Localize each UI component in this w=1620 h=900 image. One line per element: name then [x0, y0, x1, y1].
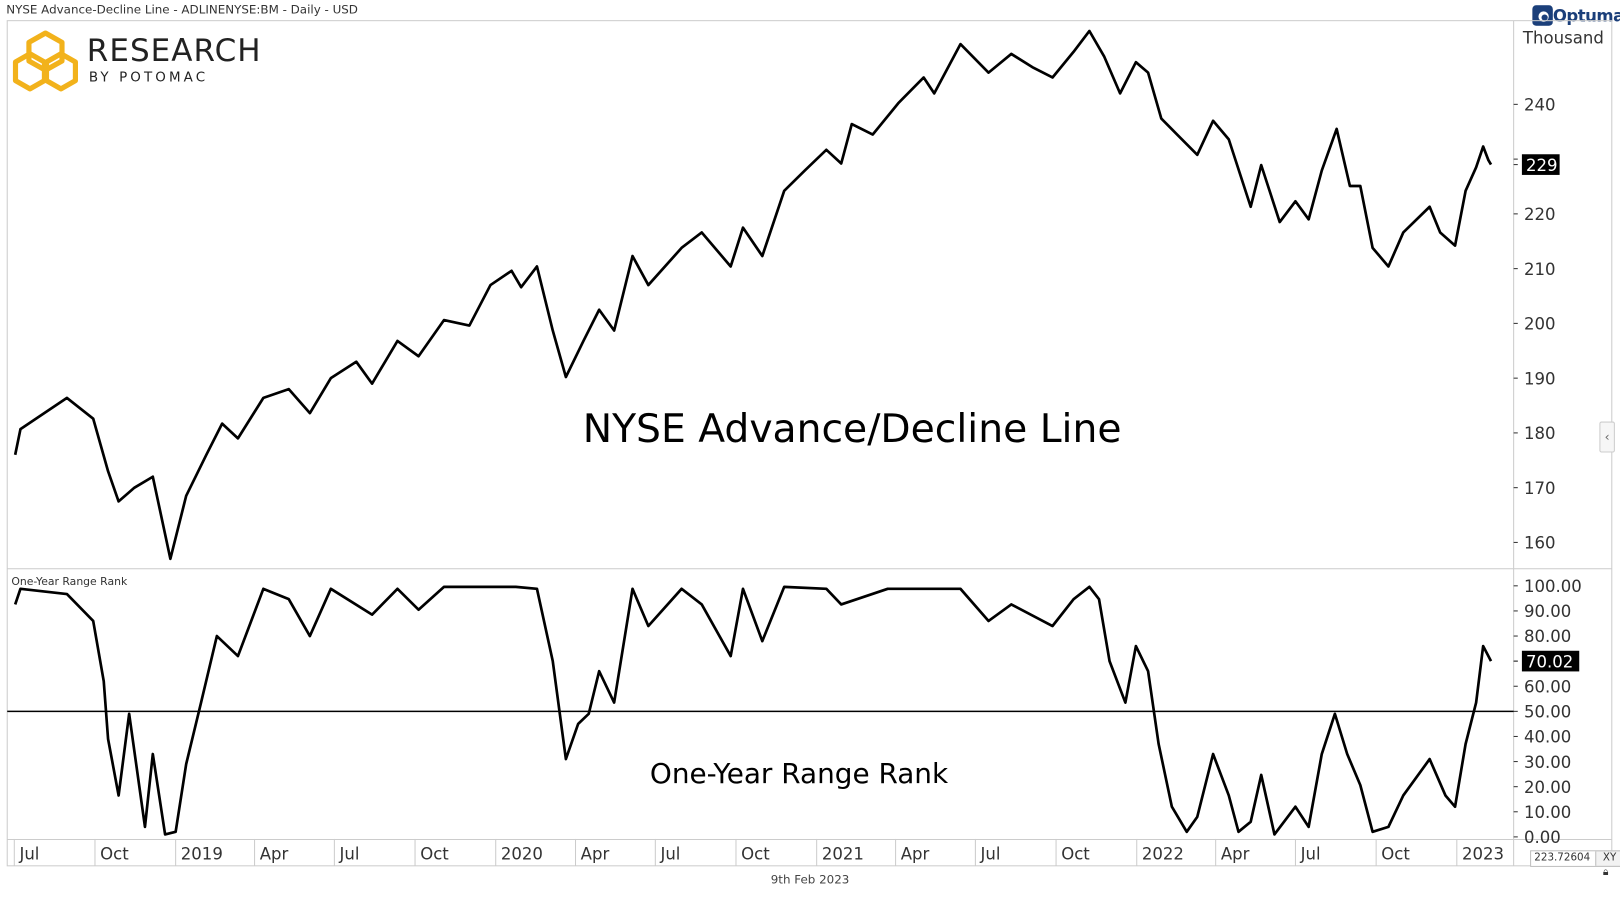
x-tick-label: Jul: [339, 845, 360, 864]
y-tick-label: 190: [1524, 369, 1556, 388]
y-tick-label: 80.00: [1524, 627, 1571, 646]
y-tick-label: 160: [1524, 534, 1556, 553]
x-tick-label: 2023: [1462, 845, 1504, 864]
y-tick-label: 180: [1524, 424, 1556, 443]
y-tick-label: 60.00: [1524, 677, 1571, 696]
upper-panel-annotation: NYSE Advance/Decline Line: [583, 407, 1122, 452]
last-value-label: 229: [1526, 156, 1558, 175]
y-tick-label: 170: [1524, 479, 1556, 498]
upper-y-axis: 160 170 180 190 200 210 220 240: [1513, 96, 1556, 553]
y-tick-label: 90.00: [1524, 602, 1571, 621]
lock-icon: 🔒︎: [1602, 866, 1609, 879]
x-tick-label: Apr: [581, 845, 610, 864]
series-layer: [7, 29, 1514, 836]
x-tick-label: Jul: [659, 845, 680, 864]
x-tick-label: Jul: [1300, 845, 1321, 864]
lower-panel-label: One-Year Range Rank: [11, 575, 128, 588]
y-tick-label: 200: [1524, 315, 1556, 334]
y-tick-label: 0.00: [1524, 828, 1561, 847]
xy-lock-toggle[interactable]: XY 🔒︎: [1597, 851, 1620, 878]
collapse-panel-button[interactable]: ‹: [1599, 421, 1615, 453]
y-tick-label: 40.00: [1524, 728, 1571, 747]
advance-decline-line: [13, 29, 1493, 561]
cursor-readout: 223.72604 XY 🔒︎: [1530, 850, 1620, 878]
x-tick-label: Apr: [260, 845, 289, 864]
footer-date: 9th Feb 2023: [770, 872, 850, 887]
x-axis: Jul Oct 2019 Apr Jul Oct 2020 Apr Jul Oct 2021 Apr J…: [13, 838, 1504, 866]
research-by-potomac-logo: RESEARCH BY POTOMAC: [12, 29, 281, 93]
last-value-badge: [1521, 650, 1580, 672]
logo-main-text: RESEARCH: [86, 33, 262, 70]
y-axis-unit-label: Thousand: [1522, 27, 1604, 48]
lower-y-axis: 0.00 10.00 20.00 30.00 40.00 50.00 60.00 80.00 9…: [1513, 577, 1582, 847]
y-tick-label: 50.00: [1524, 703, 1571, 722]
y-tick-label: 10.00: [1524, 803, 1571, 822]
x-tick-label: 2022: [1142, 845, 1184, 864]
cursor-value: 223.72604: [1531, 851, 1597, 866]
y-tick-label: 20.00: [1524, 778, 1571, 797]
x-tick-label: 2021: [822, 845, 864, 864]
hexagon-logo-icon: [12, 30, 79, 92]
x-tick-label: Oct: [1381, 845, 1410, 864]
y-tick-label: 240: [1524, 96, 1556, 115]
y-tick-label: 100.00: [1524, 577, 1582, 596]
x-tick-label: 2019: [181, 845, 223, 864]
x-tick-label: Jul: [18, 845, 39, 864]
range-rank-line: [13, 585, 1493, 836]
chart-title: NYSE Advance-Decline Line - ADLINENYSE:B…: [6, 2, 358, 17]
y-tick-label: 210: [1524, 260, 1556, 279]
xy-label: XY: [1602, 852, 1617, 864]
x-tick-label: Apr: [1221, 845, 1250, 864]
x-tick-label: Jul: [980, 845, 1001, 864]
last-value-badge: [1521, 154, 1560, 175]
x-tick-label: Oct: [1061, 845, 1090, 864]
y-tick-label: 220: [1524, 205, 1556, 224]
y-tick-label: 30.00: [1524, 753, 1571, 772]
chevron-left-icon: ‹: [1604, 429, 1610, 445]
last-value-label: 70.02: [1526, 652, 1573, 671]
x-tick-label: Oct: [420, 845, 449, 864]
x-tick-label: Oct: [100, 845, 129, 864]
logo-sub-text: BY POTOMAC: [88, 70, 209, 86]
x-tick-label: Apr: [901, 845, 930, 864]
x-tick-label: Oct: [741, 845, 770, 864]
x-tick-label: 2020: [501, 845, 543, 864]
last-value-badges: 229 70.02: [1513, 154, 1580, 672]
lower-panel-annotation: One-Year Range Rank: [650, 757, 949, 790]
